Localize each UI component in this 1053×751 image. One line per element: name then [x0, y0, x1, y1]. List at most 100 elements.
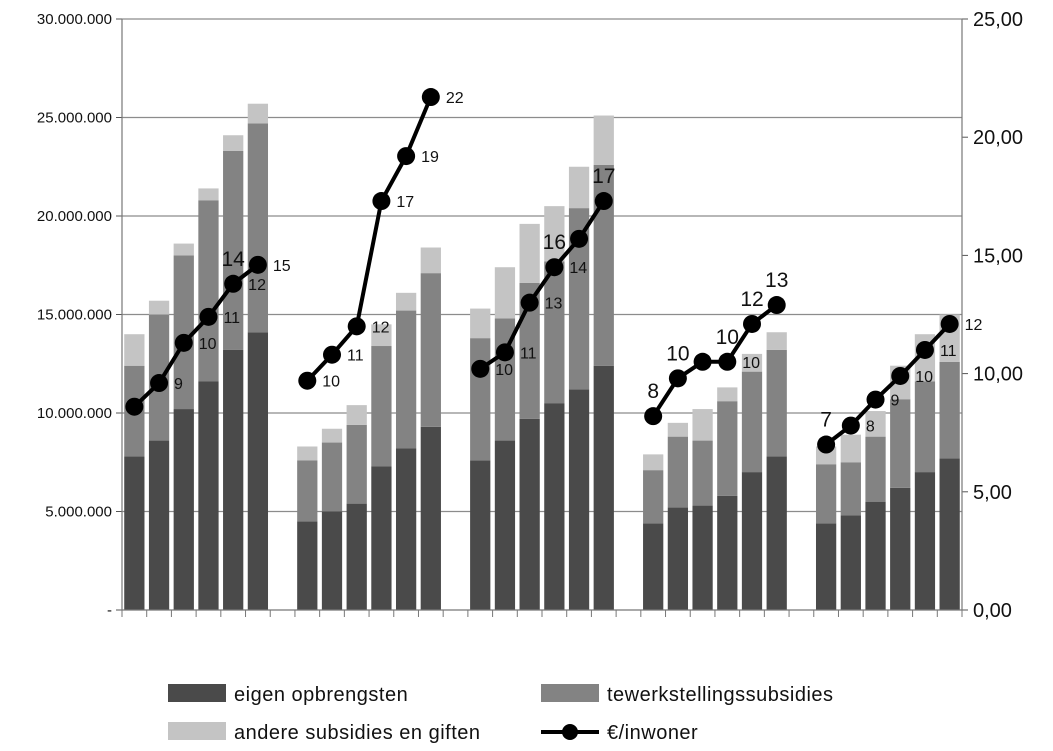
line-point — [743, 314, 761, 333]
line-point — [174, 333, 193, 352]
bar-andere-subsidies — [420, 247, 441, 274]
bar-eigen-opbrengsten — [544, 403, 565, 610]
point-label: 12 — [248, 277, 266, 294]
bar-tewerkstellingssubsidies — [741, 371, 763, 473]
bar-andere-subsidies — [717, 387, 738, 402]
point-label: 13 — [545, 296, 563, 313]
bar-andere-subsidies — [247, 103, 269, 124]
bar-eigen-opbrengsten — [692, 505, 713, 610]
large-point-label: 8 — [647, 380, 659, 403]
line-point — [520, 293, 539, 312]
bar-eigen-opbrengsten — [717, 495, 738, 610]
legend-swatch — [168, 722, 226, 740]
bar-tewerkstellingssubsidies — [939, 361, 960, 459]
line-point — [248, 255, 267, 274]
large-point-label: 7 — [820, 409, 832, 432]
bar-andere-subsidies — [667, 422, 689, 437]
legend-label: andere subsidies en giften — [234, 722, 481, 744]
bar-eigen-opbrengsten — [890, 487, 911, 610]
bar-tewerkstellingssubsidies — [692, 440, 713, 506]
bar-tewerkstellingssubsidies — [420, 273, 441, 427]
bar-eigen-opbrengsten — [247, 332, 269, 610]
bar-andere-subsidies — [198, 188, 219, 201]
bar-andere-subsidies — [321, 428, 343, 443]
line-point — [397, 147, 416, 166]
point-label: 11 — [223, 310, 240, 327]
legend-label: €/inwoner — [607, 722, 698, 744]
bar-eigen-opbrengsten — [914, 472, 936, 610]
point-label: 8 — [866, 419, 875, 436]
left-tick-label: 5.000.000 — [45, 504, 112, 521]
point-label: 10 — [199, 336, 217, 353]
bar-eigen-opbrengsten — [470, 460, 491, 610]
bar-eigen-opbrengsten — [124, 456, 145, 610]
bar-tewerkstellingssubsidies — [766, 349, 787, 457]
bar-tewerkstellingssubsidies — [890, 399, 911, 488]
line-point — [767, 296, 786, 315]
right-tick-label: 0,00 — [973, 600, 1012, 622]
line-point — [693, 352, 712, 371]
line-point — [125, 397, 144, 416]
line-point — [471, 359, 490, 378]
line-point — [570, 229, 589, 248]
bar-andere-subsidies — [395, 292, 417, 311]
bar-andere-subsidies — [766, 332, 787, 350]
right-tick-label: 10,00 — [973, 364, 1023, 386]
right-tick-label: 15,00 — [973, 245, 1023, 267]
legend-swatch — [541, 684, 599, 702]
left-tick-label: 10.000.000 — [37, 405, 112, 422]
bar-tewerkstellingssubsidies — [321, 442, 343, 512]
right-tick-label: 20,00 — [973, 127, 1023, 149]
bar-eigen-opbrengsten — [173, 409, 194, 610]
bar-eigen-opbrengsten — [815, 523, 837, 610]
line-point — [323, 345, 341, 364]
left-tick-label: 30.000.000 — [37, 11, 112, 28]
bar-eigen-opbrengsten — [865, 501, 886, 610]
bar-tewerkstellingssubsidies — [198, 200, 219, 382]
line-point — [372, 192, 391, 211]
bar-eigen-opbrengsten — [568, 389, 590, 610]
bar-eigen-opbrengsten — [840, 515, 861, 610]
bar-tewerkstellingssubsidies — [371, 346, 392, 467]
bar-andere-subsidies — [148, 300, 170, 315]
line-point — [594, 192, 613, 211]
bar-andere-subsidies — [544, 206, 565, 262]
bar-andere-subsidies — [223, 135, 244, 151]
line-point — [718, 352, 737, 371]
point-label: 19 — [421, 149, 439, 166]
legend-label: eigen opbrengsten — [234, 684, 408, 706]
point-label: 15 — [273, 258, 291, 275]
point-label: 14 — [569, 260, 587, 277]
large-point-label: 10 — [666, 342, 689, 365]
bar-andere-subsidies — [124, 334, 145, 366]
point-label: 17 — [396, 194, 414, 211]
bar-andere-subsidies — [173, 243, 194, 256]
legend-label: tewerkstellingssubsidies — [607, 684, 834, 706]
point-label: 11 — [347, 348, 364, 365]
point-label: 10 — [495, 362, 513, 379]
bar-andere-subsidies — [494, 267, 516, 319]
bar-tewerkstellingssubsidies — [470, 338, 491, 461]
legend-swatch — [168, 684, 226, 702]
bar-tewerkstellingssubsidies — [297, 460, 318, 522]
bar-andere-subsidies — [346, 405, 367, 425]
bar-tewerkstellingssubsidies — [643, 470, 664, 524]
point-label: 10 — [742, 355, 760, 372]
bar-andere-subsidies — [692, 409, 713, 441]
bar-tewerkstellingssubsidies — [346, 424, 367, 504]
large-point-label: 14 — [221, 248, 245, 271]
bar-eigen-opbrengsten — [223, 349, 244, 610]
point-label: 9 — [174, 376, 183, 393]
large-point-label: 16 — [543, 231, 566, 254]
large-point-label: 17 — [592, 165, 615, 188]
right-tick-label: 5,00 — [973, 482, 1012, 504]
bar-tewerkstellingssubsidies — [840, 462, 861, 516]
line-point — [150, 374, 169, 393]
bar-tewerkstellingssubsidies — [247, 123, 269, 333]
large-point-label: 12 — [740, 288, 763, 311]
bar-andere-subsidies — [470, 308, 491, 339]
point-label: 12 — [372, 319, 390, 336]
bar-eigen-opbrengsten — [939, 458, 960, 610]
large-point-label: 13 — [765, 269, 788, 292]
left-tick-label: - — [107, 602, 112, 619]
